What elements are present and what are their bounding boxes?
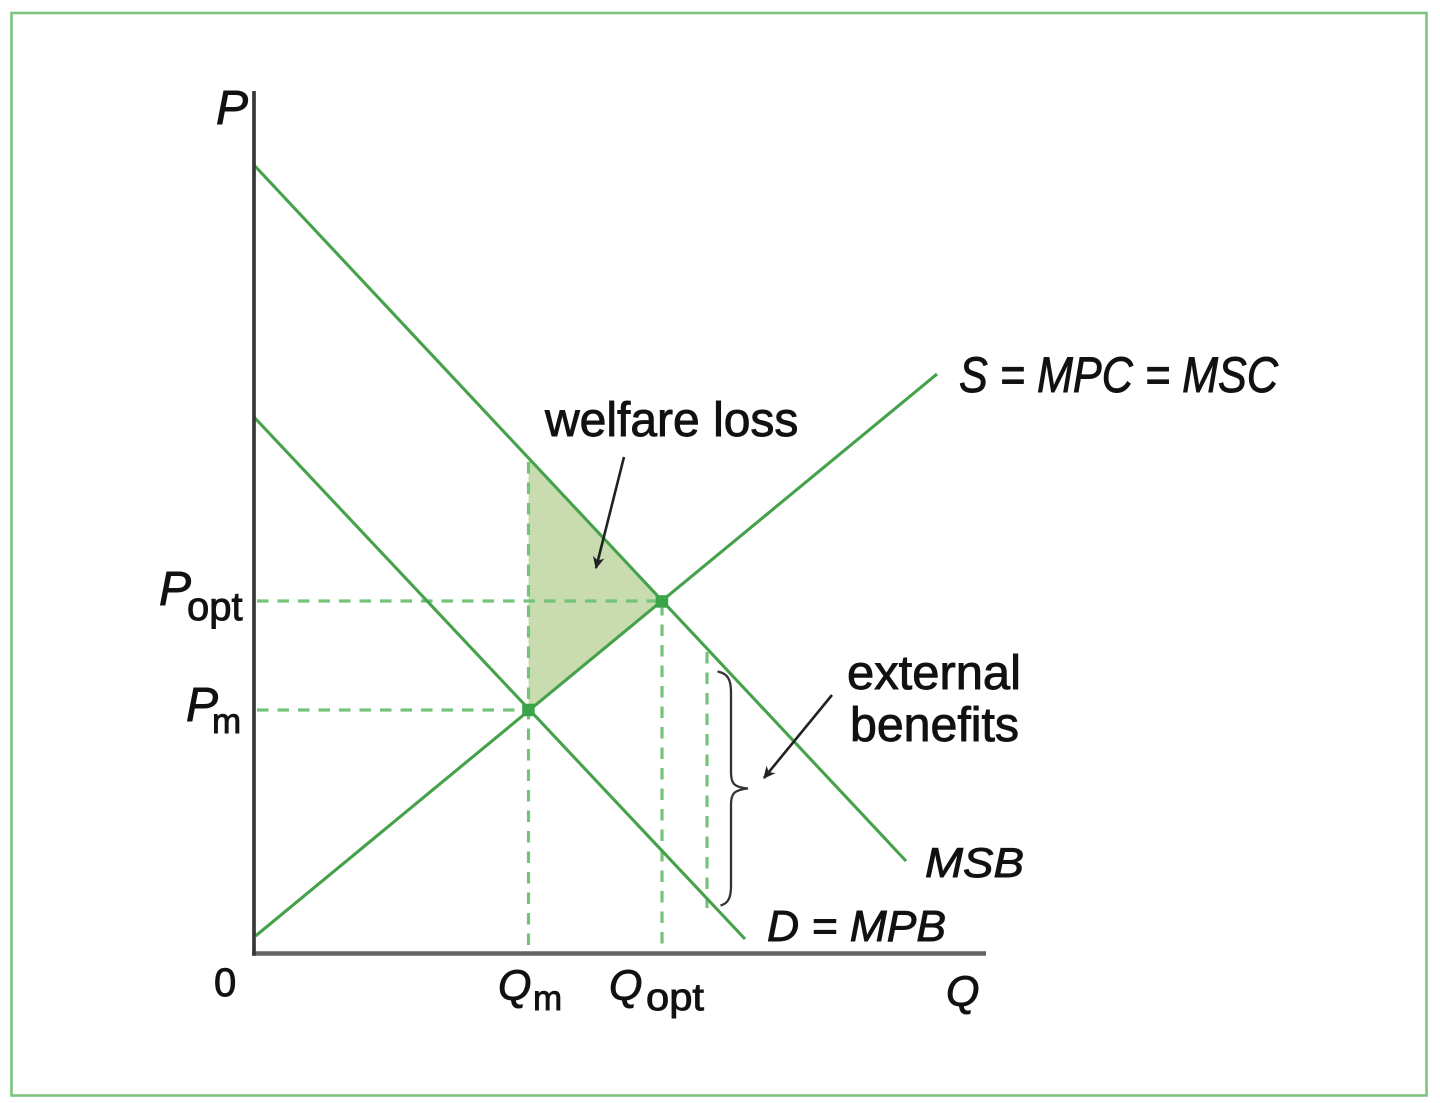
svg-text:opt: opt [187,585,243,629]
svg-text:S = MPC = MSC: S = MPC = MSC [959,347,1279,403]
svg-text:P: P [159,563,191,616]
svg-text:m: m [533,979,562,1018]
svg-text:welfare loss: welfare loss [544,394,798,447]
svg-text:opt: opt [646,977,704,1019]
svg-text:Q: Q [609,962,642,1010]
svg-text:P: P [216,82,248,135]
svg-text:P: P [186,679,218,732]
svg-text:D = MPB: D = MPB [767,902,946,951]
svg-text:m: m [212,702,241,741]
svg-text:benefits: benefits [850,699,1019,752]
svg-text:external: external [847,647,1021,700]
svg-text:Q: Q [498,962,531,1010]
svg-text:0: 0 [214,961,236,1005]
svg-text:MSB: MSB [925,839,1024,886]
svg-text:Q: Q [946,968,979,1016]
